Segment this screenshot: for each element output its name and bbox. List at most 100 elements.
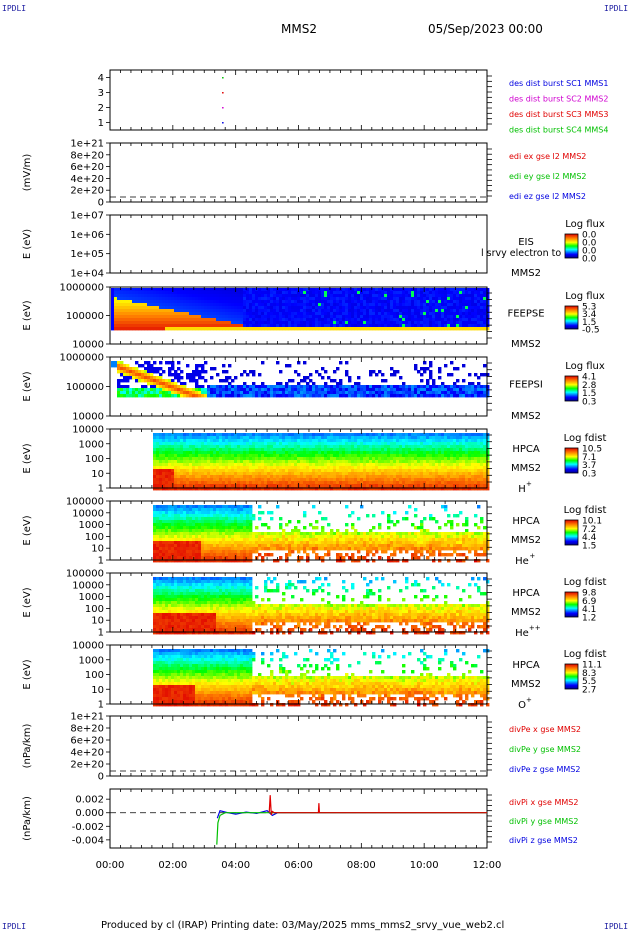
spectrogram-cell [447,306,451,310]
spectrogram-cell [456,291,460,295]
spectrogram-cell [291,457,295,461]
spectrogram-cell [252,466,256,470]
spectrogram-cell [156,460,160,464]
spectrogram-cell [198,388,202,392]
spectrogram-cell [480,318,484,322]
spectrogram-cell [435,315,439,319]
spectrogram-cell [228,484,232,488]
spectrogram-cell [177,433,181,437]
spectrogram-cell [195,442,199,446]
spectrogram-cell [309,442,313,446]
spectrogram-cell [306,448,310,452]
spectrogram-cell [363,318,367,322]
spectrogram-cell [312,297,316,301]
spectrogram-cell [123,364,127,368]
spectrogram-cell [315,315,319,319]
spectrogram-cell [399,451,403,455]
spectrogram-cell [282,448,286,452]
colorbar-tick-label: 3.4 [582,310,597,320]
legend-entry: des dist burst SC1 MMS1 [509,79,608,88]
spectrogram-cell [405,442,409,446]
spectrogram-cell [450,391,454,395]
spectrogram-cell [483,306,487,310]
spectrogram-cell [378,388,382,392]
spectrogram-cell [231,318,235,322]
spectrogram-cell [402,451,406,455]
spectrogram-cell [405,454,409,458]
spectrogram-cell [123,300,127,304]
spectrogram-cell [357,385,361,389]
spectrogram-cell [222,475,226,479]
spectrogram-cell [282,324,286,328]
spectrogram-cell [294,318,298,322]
spectrogram-cell [426,454,430,458]
spectrogram-cell [222,306,226,310]
spectrogram-cell [411,394,415,398]
spectrogram-cell [303,303,307,307]
spectrogram-cell [129,391,133,395]
spectrogram-cell [267,442,271,446]
spectrogram-cell [321,303,325,307]
spectrogram-cell [123,385,127,389]
spectrogram-cell [204,475,208,479]
spectrogram-cell [117,312,121,316]
spectrogram-cell [162,457,166,461]
spectrogram-cell [120,291,124,295]
spectrogram-cell [174,388,178,392]
spectrogram-cell [267,487,271,491]
spectrogram-cell [171,550,175,554]
spectrogram-cell [426,436,430,440]
spectrogram-cell [417,327,421,331]
spectrogram-cell [441,469,445,473]
spectrogram-cell [414,439,418,443]
spectrogram-cell [294,388,298,392]
spectrogram-cell [282,394,286,398]
spectrogram-cell [426,297,430,301]
spectrogram-cell [153,478,157,482]
spectrogram-cell [444,436,448,440]
spectrogram-cell [414,433,418,437]
spectrogram-cell [291,385,295,389]
spectrogram-cell [297,451,301,455]
spectrogram-cell [306,300,310,304]
spectrogram-cell [231,478,235,482]
spectrogram-cell [189,436,193,440]
spectrogram-cell [441,315,445,319]
spectrogram-cell [390,475,394,479]
spectrogram-cell [228,442,232,446]
spectrogram-cell [336,367,340,371]
spectrogram-cell [441,457,445,461]
spectrogram-cell [360,394,364,398]
spectrogram-cell [192,379,196,383]
spectrogram-cell [255,321,259,325]
spectrogram-cell [165,544,169,548]
spectrogram-cell [390,454,394,458]
spectrogram-cell [348,309,352,313]
y-tick-label: 1e+06 [70,230,104,241]
spectrogram-cell [198,364,202,368]
spectrogram-cell [258,321,262,325]
spectrogram-cell [294,445,298,449]
spectrogram-cell [168,520,172,524]
spectrogram-cell [246,433,250,437]
spectrogram-cell [225,445,229,449]
spectrogram-cell [441,463,445,467]
spectrogram-cell [357,382,361,386]
spectrogram-cell [444,457,448,461]
spectrogram-cell [165,553,169,557]
spectrogram-cell [255,469,259,473]
spectrogram-cell [468,454,472,458]
spectrogram-cell [459,385,463,389]
spectrogram-cell [459,454,463,458]
spectrogram-cell [369,291,373,295]
spectrogram-cell [420,321,424,325]
spectrogram-cell [168,379,172,383]
spectrogram-cell [381,451,385,455]
spectrogram-cell [153,451,157,455]
spectrogram-cell [267,300,271,304]
spectrogram-cell [276,382,280,386]
spectrogram-cell [261,487,265,491]
spectrogram-cell [393,288,397,292]
spectrogram-cell [156,529,160,533]
spectrogram-cell [435,385,439,389]
